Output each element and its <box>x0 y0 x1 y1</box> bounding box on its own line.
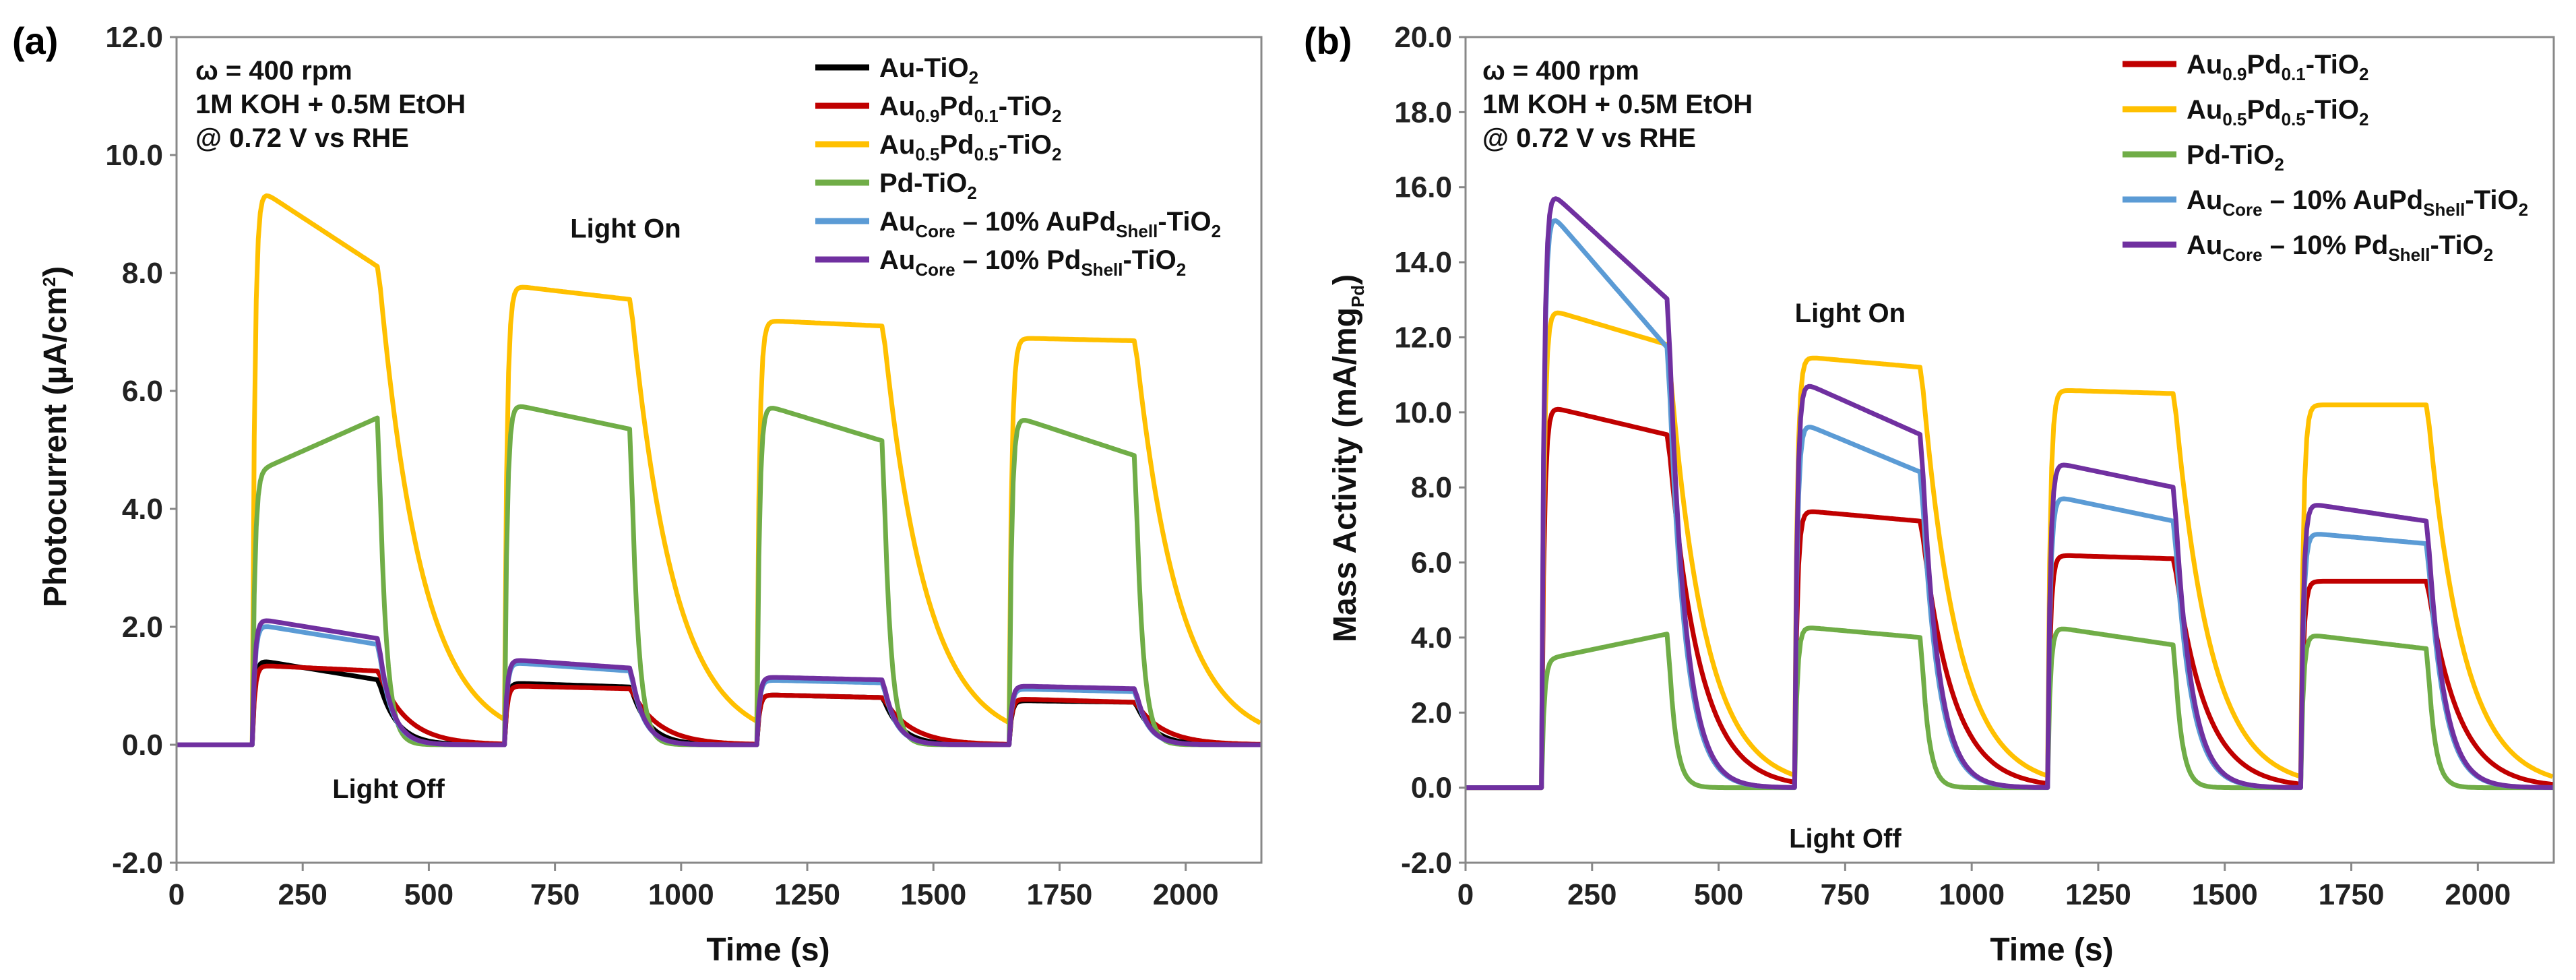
annotation-light-on: Light On <box>570 214 681 244</box>
panel-b-annotations: Light On Light Off <box>1789 299 1906 854</box>
series-line <box>177 193 1262 747</box>
annotation-light-off: Light Off <box>332 774 445 804</box>
y-tick-label: -2.0 <box>1401 847 1452 880</box>
annotation-light-off: Light Off <box>1789 824 1902 854</box>
x-tick-label: 750 <box>530 878 579 911</box>
y-tick-label: 4.0 <box>122 493 163 526</box>
legend-entry: Au0.9Pd0.1-TiO2 <box>2187 50 2369 84</box>
panel-b-plot-frame <box>1464 36 2555 864</box>
legend-entry: AuCore – 10% AuPdShell-TiO2 <box>2187 185 2528 220</box>
y-tick-label: 12.0 <box>1394 321 1452 354</box>
panel-b-legend: Au0.9Pd0.1-TiO2 Au0.5Pd0.5-TiO2 Pd-TiO2 AuC… <box>2123 50 2528 265</box>
legend-entry: AuCore – 10% PdShell-TiO2 <box>2187 231 2493 265</box>
x-tick-label: 750 <box>1821 878 1870 911</box>
series-line <box>1466 625 2553 791</box>
annotation-light-on: Light On <box>1795 299 1906 328</box>
series-line <box>177 404 1261 747</box>
y-tick-label: 2.0 <box>122 611 163 644</box>
x-tick-label: 1500 <box>900 878 966 911</box>
series-line <box>1466 196 2553 791</box>
x-tick-label: 250 <box>278 878 327 911</box>
x-tick-label: 250 <box>1567 878 1616 911</box>
series-line <box>1466 406 2553 791</box>
y-tick-label: 14.0 <box>1394 246 1452 279</box>
legend-entry: Au0.5Pd0.5-TiO2 <box>2187 95 2369 129</box>
x-tick-label: 0 <box>1457 878 1474 911</box>
series-line <box>177 618 1261 747</box>
y-tick-label: 10.0 <box>105 139 163 172</box>
panel-a-label: (a) <box>12 20 58 62</box>
x-tick-label: 1000 <box>648 878 714 911</box>
legend-entry: AuCore – 10% PdShell-TiO2 <box>879 245 1186 280</box>
panel-a-condition-rotation: ω = 400 rpm <box>195 56 352 86</box>
y-tick-label: 18.0 <box>1394 96 1452 129</box>
panel-a-series <box>177 193 1262 747</box>
panel-b-y-ticks: -2.0 0.0 2.0 4.0 6.0 8.0 10.0 12.0 14.0 16.0 18.0 2… <box>1394 21 1466 880</box>
x-tick-label: 2000 <box>1153 878 1219 911</box>
panel-b-condition-electrolyte: 1M KOH + 0.5M EtOH <box>1482 90 1753 119</box>
y-tick-label: 4.0 <box>1411 621 1452 654</box>
panel-a-condition-electrolyte: 1M KOH + 0.5M EtOH <box>195 90 466 119</box>
y-tick-label: 8.0 <box>1411 471 1452 504</box>
legend-entry: Pd-TiO2 <box>2187 140 2284 175</box>
panel-a-conditions: ω = 400 rpm 1M KOH + 0.5M EtOH @ 0.72 V … <box>195 56 466 153</box>
panel-a-condition-potential: @ 0.72 V vs RHE <box>195 123 409 153</box>
panel-a-plot-frame <box>175 36 1263 864</box>
y-tick-label: 2.0 <box>1411 696 1452 729</box>
legend-entry: Pd-TiO2 <box>879 169 977 203</box>
panel-b-condition-potential: @ 0.72 V vs RHE <box>1482 123 1696 153</box>
y-tick-label: 20.0 <box>1394 21 1452 54</box>
panel-b-conditions: ω = 400 rpm 1M KOH + 0.5M EtOH @ 0.72 V … <box>1482 56 1753 153</box>
panel-b: (b) -2.0 0.0 2.0 4.0 6.0 8.0 10.0 12.0 14.0 16.0 1… <box>1304 20 2555 968</box>
panel-a-y-axis-title: Photocurrent (µA/cm2) <box>38 266 73 607</box>
legend-entry: Au-TiO2 <box>879 53 978 88</box>
legend-entry: Au0.9Pd0.1-TiO2 <box>879 92 1062 126</box>
y-tick-label: -2.0 <box>112 847 163 880</box>
panel-b-x-ticks: 0 250 500 750 1000 1250 1500 1750 2000 <box>1457 863 2511 911</box>
panel-b-series <box>1466 196 2554 791</box>
panel-b-condition-rotation: ω = 400 rpm <box>1482 56 1639 86</box>
panel-a: (a) -2.0 0.0 2.0 4.0 6.0 8.0 10.0 12.0 0 250 500 7… <box>12 20 1263 968</box>
x-tick-label: 1750 <box>2319 878 2385 911</box>
legend-entry: Au0.5Pd0.5-TiO2 <box>879 130 1062 164</box>
panel-b-y-axis-title: Mass Activity (mA/mgPd) <box>1327 274 1368 642</box>
x-tick-label: 0 <box>168 878 185 911</box>
series-line <box>1466 310 2554 791</box>
y-tick-label: 16.0 <box>1394 171 1452 204</box>
panel-a-x-axis-title: Time (s) <box>706 932 829 968</box>
series-line <box>177 663 1261 747</box>
x-tick-label: 500 <box>404 878 453 911</box>
y-tick-label: 0.0 <box>1411 772 1452 805</box>
y-tick-label: 8.0 <box>122 257 163 290</box>
x-tick-label: 1750 <box>1027 878 1093 911</box>
y-tick-label: 10.0 <box>1394 396 1452 429</box>
y-tick-label: 6.0 <box>1411 547 1452 580</box>
panel-a-legend: Au-TiO2 Au0.9Pd0.1-TiO2 Au0.5Pd0.5-TiO2 Pd-… <box>815 53 1221 280</box>
y-tick-label: 12.0 <box>105 21 163 54</box>
x-tick-label: 2000 <box>2445 878 2511 911</box>
panel-a-x-ticks: 0 250 500 750 1000 1250 1500 1750 2000 <box>168 863 1219 911</box>
panel-b-label: (b) <box>1304 20 1352 62</box>
panel-b-x-axis-title: Time (s) <box>1990 932 2113 968</box>
x-tick-label: 500 <box>1694 878 1743 911</box>
x-tick-label: 1250 <box>2065 878 2131 911</box>
y-tick-label: 6.0 <box>122 375 163 408</box>
x-tick-label: 1250 <box>774 878 840 911</box>
y-tick-label: 0.0 <box>122 729 163 762</box>
x-tick-label: 1500 <box>2192 878 2258 911</box>
x-tick-label: 1000 <box>1939 878 2005 911</box>
legend-entry: AuCore – 10% AuPdShell-TiO2 <box>879 207 1221 241</box>
series-line <box>1466 218 2553 791</box>
panel-a-annotations: Light On Light Off <box>332 214 681 804</box>
panel-a-y-ticks: -2.0 0.0 2.0 4.0 6.0 8.0 10.0 12.0 <box>105 21 177 880</box>
